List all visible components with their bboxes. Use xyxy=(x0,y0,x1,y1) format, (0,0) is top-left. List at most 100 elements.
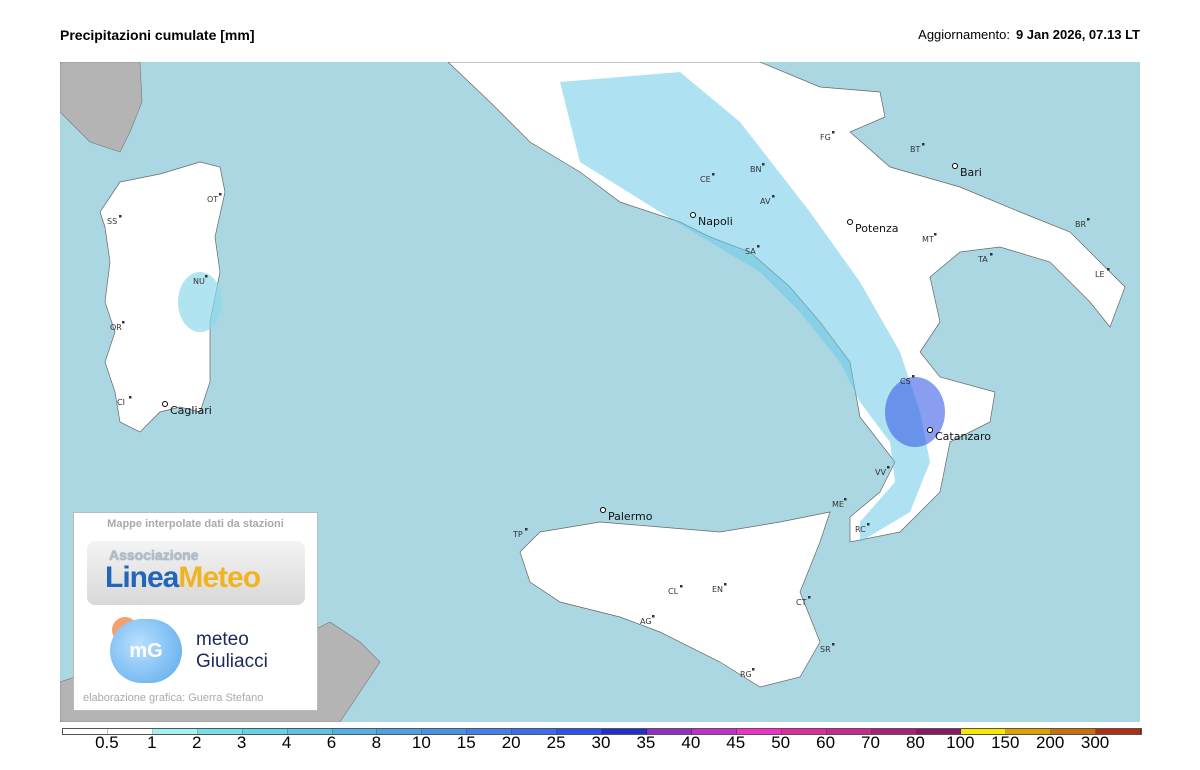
legend-tick-label: 100 xyxy=(946,733,975,752)
legend-ticks: 0.5 1 2 3 4 6 8 10 15 20 25 30 35 40 45 50 60 70 80 100 150 2… xyxy=(62,733,1140,758)
city-label: ME xyxy=(832,500,844,509)
city-label: Catanzaro xyxy=(935,430,991,443)
legend-swatch xyxy=(422,729,468,734)
graphics-credit: elaborazione grafica: Guerra Stefano xyxy=(83,692,264,704)
city-labels: Napoli Potenza Bari Catanzaro Palermo Cagliar… xyxy=(107,131,1110,679)
legend-tick-label: 50 xyxy=(771,733,791,752)
city-label: FG xyxy=(820,133,831,142)
city-label: CE xyxy=(700,175,711,184)
legend-tick-label: 60 xyxy=(816,733,836,752)
city-marker xyxy=(122,321,125,324)
legend-tick-label: 1 xyxy=(147,733,157,752)
city-label: RG xyxy=(740,670,752,679)
city-marker xyxy=(205,275,208,278)
credits-panel: Mappe interpolate dati da stazioni Assoc… xyxy=(73,512,318,711)
city-marker xyxy=(952,163,958,169)
city-label: SA xyxy=(745,247,756,256)
legend-tick-label: 20 xyxy=(501,733,521,752)
lineameteo-logo: Associazione LineaMeteo xyxy=(87,541,305,605)
city-marker xyxy=(712,173,715,176)
legend-swatch xyxy=(1006,729,1052,734)
legend-swatch xyxy=(736,729,782,734)
lineameteo-wordmark: LineaMeteo xyxy=(105,561,261,595)
city-marker xyxy=(724,583,727,586)
city-marker xyxy=(762,163,765,166)
city-marker xyxy=(1107,268,1110,271)
city-label: Palermo xyxy=(608,510,653,523)
city-marker xyxy=(990,253,993,256)
city-marker xyxy=(867,523,870,526)
city-label: VV xyxy=(875,468,886,477)
city-marker xyxy=(927,427,933,433)
city-marker xyxy=(752,668,755,671)
legend-tick-label: 2 xyxy=(192,733,202,752)
sicily xyxy=(519,511,831,688)
city-marker xyxy=(219,193,222,196)
city-label: Potenza xyxy=(855,222,899,235)
city-marker xyxy=(1087,218,1090,221)
rain-area-apennines xyxy=(560,72,930,542)
city-label: NU xyxy=(193,277,205,286)
city-marker xyxy=(525,528,528,531)
legend-tick-label: 35 xyxy=(636,733,656,752)
city-marker xyxy=(652,615,655,618)
city-label: LE xyxy=(1095,270,1105,279)
lineameteo-assoc-text: Associazione xyxy=(109,547,199,563)
city-label: CT xyxy=(796,598,807,607)
legend-tick-label: 30 xyxy=(591,733,611,752)
city-label: RC xyxy=(855,525,866,534)
city-label: TA xyxy=(977,255,988,264)
legend-tick-label: 45 xyxy=(726,733,746,752)
legend-tick-label: 70 xyxy=(861,733,880,752)
city-label: CL xyxy=(668,587,679,596)
legend-tick-label: 25 xyxy=(546,733,566,752)
legend-swatch xyxy=(332,729,378,734)
legend-swatch xyxy=(512,729,558,734)
city-marker xyxy=(680,585,683,588)
legend-tick-label: 4 xyxy=(281,733,292,752)
city-marker xyxy=(847,219,853,225)
legend-tick-label: 80 xyxy=(905,733,925,752)
city-marker xyxy=(808,596,811,599)
legend-swatch xyxy=(107,729,153,734)
meteogiuliacci-cloud-icon: mG xyxy=(110,619,182,683)
legend-swatch xyxy=(377,729,423,734)
mg-line1: meteo xyxy=(196,629,249,650)
legend-swatch xyxy=(557,729,603,734)
legend-tick-label: 40 xyxy=(681,733,701,752)
legend-swatch xyxy=(1051,729,1097,734)
legend-tick-label: 15 xyxy=(456,733,476,752)
city-marker xyxy=(832,643,835,646)
legend-tick-label: 150 xyxy=(991,733,1020,752)
city-marker xyxy=(887,466,890,469)
city-label: Napoli xyxy=(698,215,733,228)
legend-colorbar xyxy=(62,728,1142,735)
rain-area-sardinia xyxy=(178,272,222,332)
city-label: TP xyxy=(512,530,523,539)
city-label: SS xyxy=(107,217,117,226)
city-marker xyxy=(912,375,915,378)
city-marker xyxy=(844,498,847,501)
city-marker xyxy=(934,233,937,236)
city-label: OT xyxy=(207,195,218,204)
city-label: MT xyxy=(922,235,934,244)
city-marker xyxy=(129,396,132,399)
city-marker xyxy=(119,215,122,218)
update-label: Aggiornamento: xyxy=(918,27,1010,42)
legend-swatch xyxy=(197,729,243,734)
city-marker xyxy=(690,212,696,218)
city-marker xyxy=(832,131,835,134)
sardinia xyxy=(99,161,226,433)
legend-swatch xyxy=(961,729,1007,734)
map-title: Precipitazioni cumulate [mm] xyxy=(60,27,255,43)
legend-tick-label: 3 xyxy=(236,733,247,752)
city-label: CI xyxy=(117,398,125,407)
city-label: AG xyxy=(640,617,652,626)
legend-swatch xyxy=(781,729,827,734)
city-marker xyxy=(757,245,760,248)
legend-swatch xyxy=(646,729,692,734)
legend-tick-label: 6 xyxy=(326,733,337,752)
city-label: CS xyxy=(900,377,911,386)
legend-tick-label: 0.5 xyxy=(95,733,119,752)
